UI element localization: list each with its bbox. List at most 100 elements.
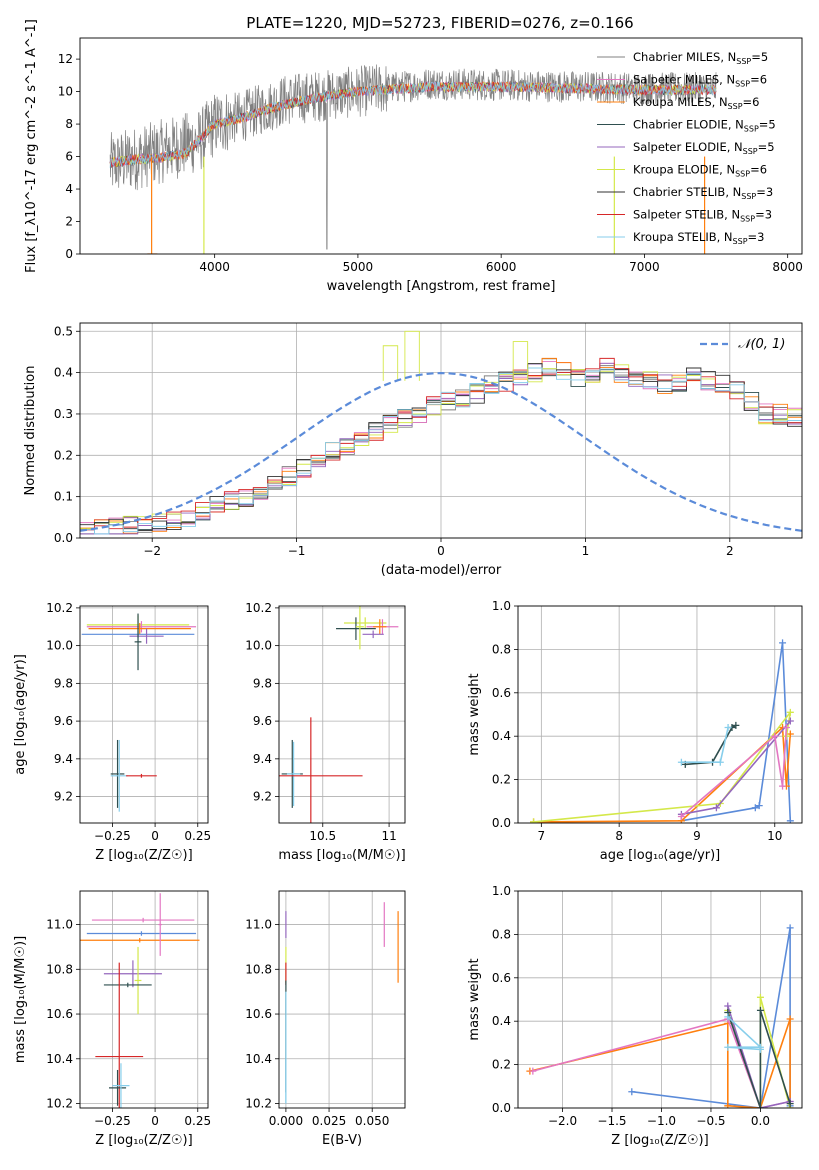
weight-marker: [756, 993, 764, 1001]
x-axis-label: Z [log₁₀(Z/Z☉)]: [95, 1133, 192, 1148]
y-axis-label: mass [log₁₀(M/M☉)]: [13, 936, 28, 1063]
y-tick-label: 10.2: [46, 1097, 73, 1111]
weight-marker: [751, 804, 759, 812]
weight-marker: [786, 708, 794, 716]
weight-marker: [724, 1013, 732, 1021]
axes-frame: [79, 37, 803, 255]
x-axis-label: age [log₁₀(age/yr)]: [600, 848, 721, 863]
legend-label: Kroupa MILES, NSSP=6: [633, 95, 759, 111]
figure-title: PLATE=1220, MJD=52723, FIBERID=0276, z=0…: [246, 14, 633, 32]
weight-series-line: [727, 997, 791, 1108]
weight-marker: [724, 1043, 732, 1051]
y-tick-label: 0.2: [54, 448, 73, 462]
x-tick-label: 5000: [343, 260, 374, 274]
axes-frame: [517, 605, 803, 824]
legend-label-sub: SSP: [735, 170, 750, 179]
histogram-peak: [404, 330, 420, 381]
y-tick-label: 0.0: [492, 1101, 511, 1115]
x-tick-label: 6000: [486, 260, 517, 274]
axes-age_vs_Z: −0.25 0 0.25 9.2 9.4 9.6 9.8 10.0 10.2 Z [log₁₀(Z…: [13, 601, 211, 863]
weight-marker: [716, 758, 724, 766]
legend-label: Salpeter STELIB, NSSP=3: [633, 208, 772, 224]
y-tick-label: 0.0: [492, 816, 511, 830]
weight-marker: [724, 1102, 732, 1108]
legend-label: Chabrier ELODIE, NSSP=5: [633, 118, 776, 134]
legend-label-sub: SSP: [744, 125, 759, 134]
weight-marker: [530, 818, 538, 823]
axes-frame: [517, 890, 803, 1109]
legend-label-main: Chabrier STELIB, N: [633, 185, 741, 199]
legend-label-main: Kroupa ELODIE, N: [633, 163, 735, 177]
legend-label-main: Chabrier MILES, N: [633, 50, 736, 64]
x-tick-label: 0.25: [184, 1114, 211, 1128]
x-axis-label: Z [log₁₀(Z/Z☉)]: [611, 1133, 708, 1148]
legend-label: Kroupa STELIB, NSSP=3: [633, 230, 764, 246]
x-tick-label: −0.5: [696, 1114, 725, 1128]
y-tick-label: 0.3: [54, 407, 73, 421]
weight-lines: [526, 924, 794, 1108]
weight-lines: [530, 639, 794, 823]
legend-label: 𝒩(0, 1): [738, 337, 785, 352]
x-tick-label: −2.0: [548, 1114, 577, 1128]
legend-label-tail: =3: [756, 185, 773, 199]
y-tick-label: 6: [65, 150, 73, 164]
weight-series-line: [727, 1016, 763, 1051]
histogram-peak: [512, 341, 529, 381]
y-tick-label: 9.8: [54, 676, 73, 690]
legend-label-tail: =6: [750, 163, 767, 177]
legend-label: Chabrier STELIB, NSSP=3: [633, 185, 773, 201]
legend-label-tail: =5: [759, 118, 776, 132]
y-tick-label: 10.4: [46, 1052, 73, 1066]
errorbars: [80, 893, 200, 1108]
weight-marker: [732, 721, 740, 729]
y-tick-label: 0.5: [54, 324, 73, 338]
x-tick-label: 2: [726, 544, 734, 558]
weight-marker: [756, 1006, 764, 1014]
y-tick-label: 11.0: [245, 918, 272, 932]
legend-label-main: Salpeter MILES, N: [633, 73, 735, 87]
x-tick-label: 7000: [629, 260, 660, 274]
x-tick-label: 8000: [772, 260, 803, 274]
legend-label: Salpeter MILES, NSSP=6: [633, 73, 767, 89]
y-axis-label: Normed distribution: [23, 366, 38, 496]
histogram-step-line: [80, 367, 802, 535]
legend-label-sub: SSP: [733, 237, 748, 246]
weight-marker: [628, 1088, 636, 1096]
x-tick-label: −0.25: [94, 829, 131, 843]
axes-mass_vs_Z: −0.25 0 0.25 10.2 10.4 10.6 10.8 11.0 Z [log₁₀(Z…: [13, 890, 211, 1148]
x-axis-label: (data-model)/error: [381, 563, 502, 578]
y-tick-label: 0.2: [492, 1058, 511, 1072]
y-tick-label: 9.8: [253, 676, 272, 690]
axes-frame: [79, 322, 803, 539]
weight-series-line: [727, 1005, 791, 1108]
y-tick-label: 10.0: [245, 639, 272, 653]
weight-series-line: [680, 727, 788, 818]
weight-marker: [724, 1002, 732, 1010]
weight-marker: [724, 724, 732, 732]
legend-label: Kroupa ELODIE, NSSP=6: [633, 163, 767, 179]
legend-label-main: Salpeter ELODIE, N: [633, 140, 743, 154]
y-tick-label: 10.4: [245, 1052, 272, 1066]
x-tick-label: 0.25: [184, 829, 211, 843]
legend-label-sub: SSP: [735, 80, 750, 89]
weight-marker: [755, 802, 763, 810]
weight-marker: [529, 1067, 537, 1075]
legend-label-sub: SSP: [736, 57, 751, 66]
x-axis-label: mass [log₁₀(M/M☉)]: [278, 848, 405, 863]
x-axis-label: E(B-V): [322, 1133, 362, 1148]
legend-label-sub: SSP: [743, 147, 758, 156]
legend-label-sub: SSP: [740, 215, 755, 224]
x-tick-label: 0: [151, 1114, 159, 1128]
histogram-peak: [382, 345, 399, 381]
y-tick-label: 9.6: [253, 714, 272, 728]
x-tick-label: −1: [288, 544, 306, 558]
y-tick-label: 2: [65, 215, 73, 229]
axes-mass_vs_ebv: 0.000 0.025 0.050 10.2 10.4 10.6 10.8 11.0 E(B-V…: [245, 890, 406, 1148]
axes-residuals: −2 −1 0 1 2 0.0 0.1 0.2 0.3 0.4 0.5 (data-model)/er…: [23, 322, 803, 578]
y-tick-label: 9.4: [253, 752, 272, 766]
legend-label-main: Kroupa STELIB, N: [633, 230, 733, 244]
model-spectrum-line: [109, 81, 717, 168]
axes-frame: [278, 605, 406, 824]
errorbars: [81, 613, 197, 812]
data-spectrum-line: [109, 64, 717, 250]
